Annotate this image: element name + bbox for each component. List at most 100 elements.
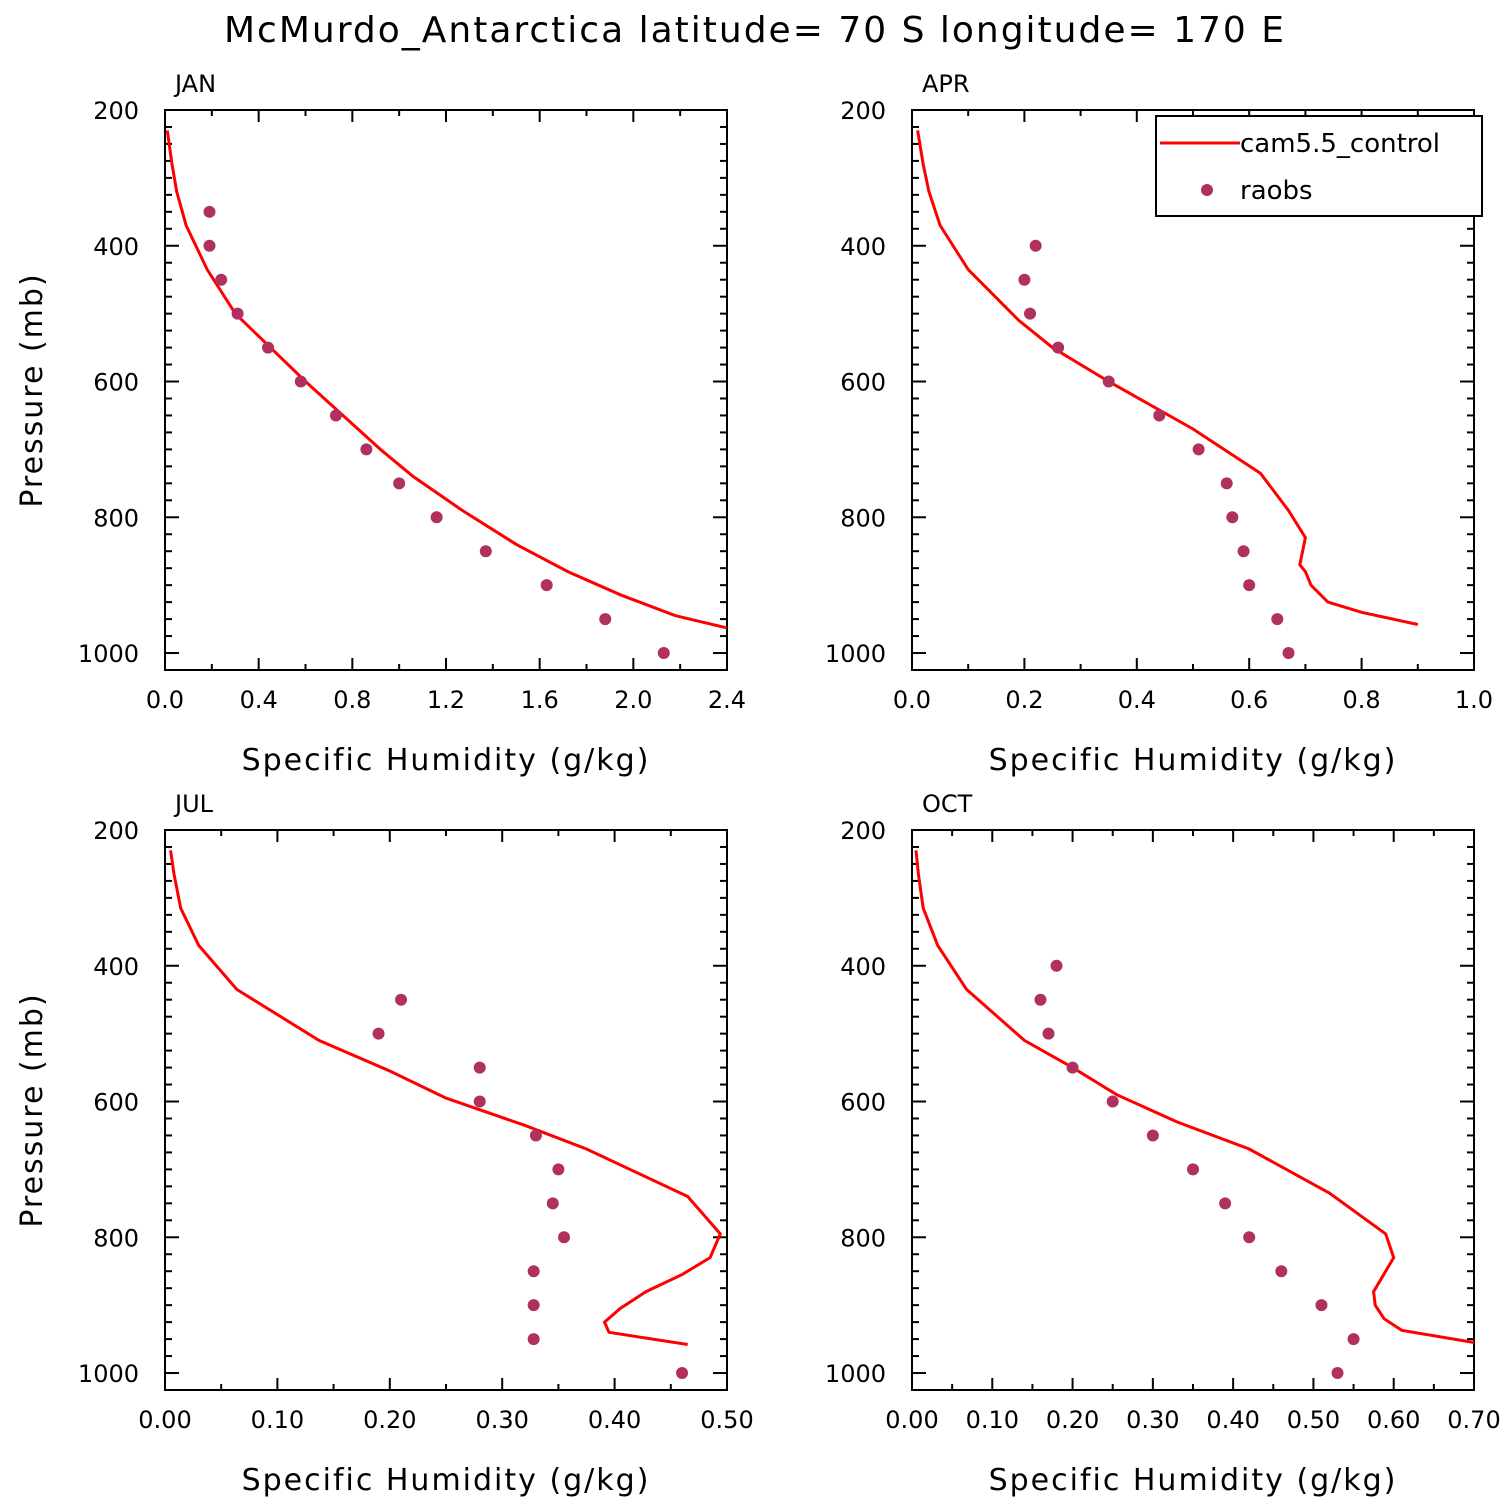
plot-frame: [911, 829, 1475, 1391]
raobs-point: [1271, 613, 1284, 626]
x-tick-label: 0.60: [1367, 1406, 1420, 1434]
x-tick-label: 0.50: [700, 1406, 753, 1434]
y-tick-label: 200: [840, 97, 886, 125]
y-tick-label: 200: [93, 97, 139, 125]
x-tick-label: 0.20: [363, 1406, 416, 1434]
y-tick-label: 400: [93, 233, 139, 261]
x-tick-label: 0.10: [251, 1406, 304, 1434]
raobs-point: [203, 239, 216, 252]
x-tick-label: 0.4: [240, 686, 278, 714]
legend-label-model: cam5.5_control: [1240, 129, 1440, 159]
x-axis-title: Specific Humidity (g/kg): [242, 743, 651, 778]
raobs-point: [1226, 511, 1239, 524]
raobs-point: [1275, 1265, 1288, 1278]
x-tick-label: 0.40: [1206, 1406, 1259, 1434]
figure-title: McMurdo_Antarctica latitude= 70 S longit…: [223, 10, 1286, 51]
raobs-point: [473, 1061, 486, 1074]
raobs-point: [372, 1027, 385, 1040]
x-tick-label: 0.30: [475, 1406, 528, 1434]
y-axis-title: Pressure (mb): [15, 992, 50, 1227]
y-axis-title: Pressure (mb): [15, 272, 50, 507]
legend-dot-swatch: [1201, 184, 1213, 196]
panel-label: APR: [922, 70, 970, 98]
y-tick-label: 800: [93, 1224, 139, 1252]
raobs-point: [529, 1129, 542, 1142]
raobs-point: [1042, 1027, 1055, 1040]
raobs-point: [1192, 443, 1205, 456]
series-line-cam5.5_control: [169, 850, 723, 1346]
raobs-point: [558, 1231, 571, 1244]
raobs-point: [294, 375, 307, 388]
y-tick-label: 1000: [825, 640, 886, 668]
raobs-point: [1237, 545, 1250, 558]
y-tick-label: 400: [840, 953, 886, 981]
panel-label: JUL: [173, 790, 214, 818]
y-tick-label: 200: [840, 817, 886, 845]
raobs-point: [1066, 1061, 1079, 1074]
raobs-point: [1024, 307, 1037, 320]
raobs-point: [546, 1197, 559, 1210]
raobs-point: [393, 477, 406, 490]
x-tick-label: 0.00: [885, 1406, 938, 1434]
raobs-point: [360, 443, 373, 456]
y-tick-label: 200: [93, 817, 139, 845]
x-tick-label: 1.6: [521, 686, 559, 714]
legend-box: [1155, 115, 1483, 217]
x-tick-label: 0.2: [1005, 686, 1043, 714]
raobs-point: [599, 613, 612, 626]
plot-frame: [164, 829, 728, 1391]
y-tick-label: 1000: [78, 1360, 139, 1388]
raobs-point: [1243, 1231, 1256, 1244]
raobs-point: [552, 1163, 565, 1176]
raobs-point: [1331, 1367, 1344, 1380]
x-tick-label: 0.0: [146, 686, 184, 714]
x-tick-label: 0.6: [1230, 686, 1268, 714]
x-tick-label: 0.40: [588, 1406, 641, 1434]
raobs-point: [657, 647, 670, 660]
raobs-point: [1243, 579, 1256, 592]
raobs-point: [1052, 341, 1065, 354]
y-tick-label: 600: [840, 1089, 886, 1117]
raobs-point: [262, 341, 275, 354]
raobs-point: [1220, 477, 1233, 490]
raobs-point: [473, 1095, 486, 1108]
x-tick-label: 0.8: [1343, 686, 1381, 714]
raobs-point: [329, 409, 342, 422]
x-axis-title: Specific Humidity (g/kg): [989, 1463, 1398, 1498]
raobs-point: [527, 1333, 540, 1346]
raobs-point: [395, 993, 408, 1006]
raobs-point: [231, 307, 244, 320]
raobs-point: [1018, 273, 1031, 286]
plot-frame: [164, 109, 728, 671]
raobs-point: [527, 1299, 540, 1312]
panel-jul: 0.00 0.10 0.20 0.30 0.40 0.50 200 400 600 800 1000…: [15, 790, 754, 1498]
raobs-point: [540, 579, 553, 592]
x-axis-title: Specific Humidity (g/kg): [242, 1463, 651, 1498]
x-tick-label: 1.2: [427, 686, 465, 714]
raobs-point: [1050, 959, 1063, 972]
panel-label: JAN: [173, 70, 216, 98]
x-tick-label: 2.4: [708, 686, 746, 714]
legend-label-obs: raobs: [1240, 176, 1313, 206]
raobs-point: [676, 1367, 689, 1380]
raobs-point: [1146, 1129, 1159, 1142]
y-tick-label: 800: [840, 1224, 886, 1252]
raobs-point: [1219, 1197, 1232, 1210]
x-tick-label: 1.0: [1455, 686, 1493, 714]
y-tick-label: 400: [840, 233, 886, 261]
raobs-point: [1102, 375, 1115, 388]
panel-label: OCT: [922, 790, 973, 818]
x-axis-title: Specific Humidity (g/kg): [989, 743, 1398, 778]
raobs-point: [1034, 993, 1047, 1006]
y-tick-label: 600: [840, 369, 886, 397]
x-tick-label: 0.8: [333, 686, 371, 714]
x-tick-label: 0.4: [1118, 686, 1156, 714]
x-tick-label: 0.50: [1287, 1406, 1340, 1434]
raobs-point: [203, 205, 216, 218]
raobs-point: [215, 273, 228, 286]
y-tick-label: 800: [840, 504, 886, 532]
raobs-point: [1153, 409, 1166, 422]
panel-jan: 0.0 0.4 0.8 1.2 1.6 2.0 2.4 200 400 600 800 1000 JAN…: [15, 70, 746, 778]
